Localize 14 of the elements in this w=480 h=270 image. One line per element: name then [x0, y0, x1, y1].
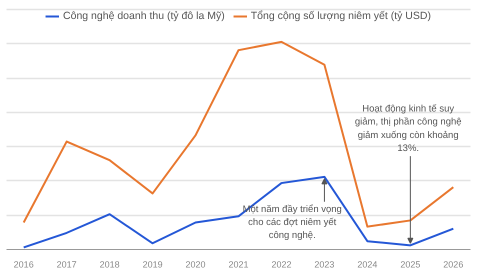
x-tick-label: 2019 [142, 260, 163, 270]
x-tick-label: 2016 [14, 260, 34, 270]
x-tick-label: 2023 [314, 260, 334, 270]
x-tick-label: 2022 [271, 260, 292, 270]
annotation: Hoạt động kinh tế suy giảm, thị phần công nghệ giảm xuống còn khoảng 13%. [354, 103, 462, 154]
x-tick-label: 2025 [400, 260, 420, 270]
x-tick-label: 2017 [56, 260, 77, 270]
x-tick-label: 2018 [100, 260, 120, 270]
x-tick-label: 2024 [357, 260, 378, 270]
legend-label: Tổng cộng số lượng niêm yết (tỷ USD) [250, 10, 431, 22]
x-tick-label: 2020 [186, 260, 206, 270]
legend-label: Công nghệ doanh thu (tỷ đô la Mỹ) [63, 10, 225, 22]
x-tick-label: 2021 [228, 260, 249, 270]
x-tick-label: 2026 [443, 260, 464, 270]
